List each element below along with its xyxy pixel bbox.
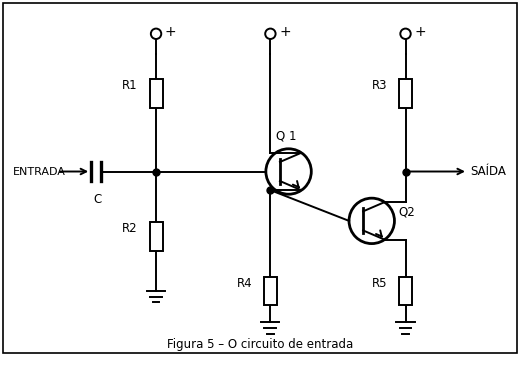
FancyBboxPatch shape (150, 79, 163, 108)
Text: R2: R2 (122, 222, 138, 235)
FancyBboxPatch shape (399, 79, 412, 108)
Text: R5: R5 (372, 277, 387, 290)
Text: Figura 5 – O circuito de entrada: Figura 5 – O circuito de entrada (167, 338, 353, 351)
Text: Q 1: Q 1 (276, 130, 296, 142)
Text: C: C (93, 193, 101, 206)
Text: R1: R1 (122, 79, 138, 92)
Text: ENTRADA: ENTRADA (13, 166, 66, 176)
Text: SAÍDA: SAÍDA (471, 165, 506, 178)
Text: +: + (165, 25, 176, 39)
Text: Q2: Q2 (399, 205, 415, 218)
FancyBboxPatch shape (150, 222, 163, 251)
Text: R4: R4 (237, 277, 252, 290)
FancyBboxPatch shape (264, 277, 277, 305)
FancyBboxPatch shape (399, 277, 412, 305)
Text: R3: R3 (372, 79, 387, 92)
Text: +: + (279, 25, 291, 39)
Text: +: + (414, 25, 426, 39)
FancyBboxPatch shape (3, 3, 517, 354)
